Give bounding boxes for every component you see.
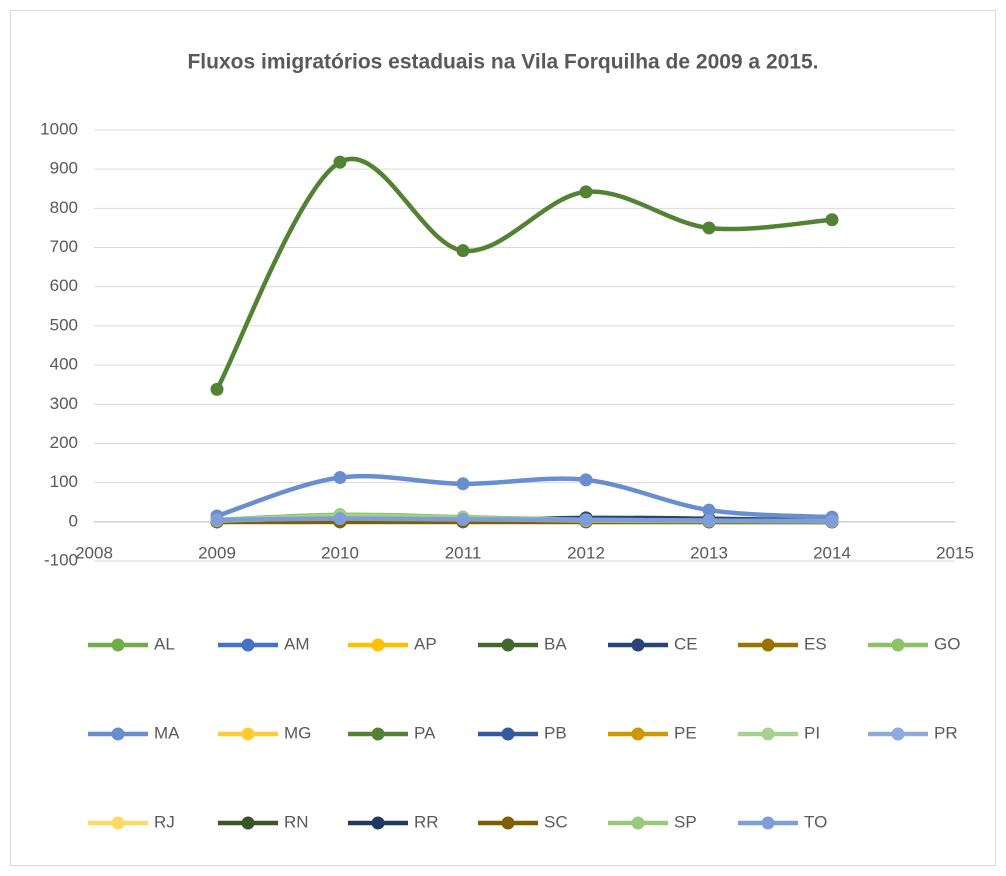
series-marker [333, 512, 347, 526]
x-tick-label: 2011 [445, 543, 482, 562]
chart-title: Fluxos imigratórios estaduais na Vila Fo… [187, 51, 818, 74]
series-marker [825, 213, 839, 227]
legend-marker [501, 816, 515, 830]
legend-label: PB [544, 723, 567, 742]
legend-label: AL [154, 634, 175, 653]
legend-label: GO [934, 634, 960, 653]
series-marker [456, 512, 470, 526]
legend-label: RR [414, 812, 439, 831]
legend-label: PI [804, 723, 820, 742]
legend-marker [501, 727, 515, 741]
series-marker [579, 185, 593, 199]
series-marker [333, 155, 347, 169]
legend-marker [631, 727, 645, 741]
legend-marker [241, 727, 255, 741]
chart-border [10, 10, 996, 866]
legend-label: TO [804, 812, 827, 831]
x-tick-label: 2013 [690, 543, 728, 562]
series-marker [210, 513, 224, 527]
legend: AL AM AP BA CE ES GO MA MG PA PB PE PI PR RJ RN RR SC SP TO [88, 634, 960, 831]
legend-label: SC [544, 812, 568, 831]
series-marker [456, 244, 470, 258]
x-tick-label: 2010 [321, 543, 359, 562]
legend-label: MA [154, 723, 180, 742]
legend-marker [371, 727, 385, 741]
plot [210, 155, 839, 529]
legend-label: RJ [154, 812, 175, 831]
series-line [214, 516, 835, 524]
legend-label: BA [544, 634, 567, 653]
y-tick-label: 1000 [40, 119, 78, 138]
legend-label: PE [674, 723, 697, 742]
x-tick-label: 2015 [936, 543, 974, 562]
x-tick-label: 2014 [813, 543, 851, 562]
legend-marker [761, 638, 775, 652]
y-tick-label: 400 [50, 355, 78, 374]
legend-marker [501, 638, 515, 652]
legend-label: AM [284, 634, 310, 653]
legend-label: AP [414, 634, 437, 653]
legend-marker [631, 638, 645, 652]
series-marker [702, 514, 716, 528]
legend-marker [111, 816, 125, 830]
series-marker [579, 513, 593, 527]
legend-marker [631, 816, 645, 830]
y-tick-label: 900 [50, 159, 78, 178]
series-line [214, 473, 835, 520]
legend-label: ES [804, 634, 827, 653]
legend-label: CE [674, 634, 698, 653]
y-tick-label: 600 [50, 276, 78, 295]
legend-label: PR [934, 723, 958, 742]
legend-marker [761, 816, 775, 830]
legend-label: RN [284, 812, 309, 831]
series-marker [333, 471, 347, 485]
grid: -100 0 100 200 300 400 500 600 700 800 900 1000 2008… [40, 119, 974, 569]
legend-label: SP [674, 812, 697, 831]
series-marker [825, 514, 839, 528]
legend-marker [891, 638, 905, 652]
legend-marker [241, 816, 255, 830]
legend-label: PA [414, 723, 436, 742]
legend-marker [891, 727, 905, 741]
series-marker [702, 221, 716, 235]
x-tick-label: 2009 [198, 543, 236, 562]
series-marker [579, 473, 593, 487]
legend-marker [371, 638, 385, 652]
y-tick-label: 700 [50, 237, 78, 256]
y-tick-label: 800 [50, 198, 78, 217]
legend-marker [111, 638, 125, 652]
x-tick-label: 2008 [75, 543, 113, 562]
legend-marker [761, 727, 775, 741]
legend-label: MG [284, 723, 311, 742]
legend-marker [241, 638, 255, 652]
series-marker [702, 503, 716, 517]
legend-marker [111, 727, 125, 741]
series-marker [210, 382, 224, 396]
y-tick-label: 300 [50, 394, 78, 413]
y-tick-label: 0 [69, 511, 78, 530]
legend-marker [371, 816, 385, 830]
y-tick-label: 100 [50, 472, 78, 491]
series-marker [456, 477, 470, 491]
y-tick-label: 500 [50, 315, 78, 334]
y-tick-label: -100 [44, 550, 78, 569]
x-tick-label: 2012 [567, 543, 605, 562]
y-tick-label: 200 [50, 433, 78, 452]
